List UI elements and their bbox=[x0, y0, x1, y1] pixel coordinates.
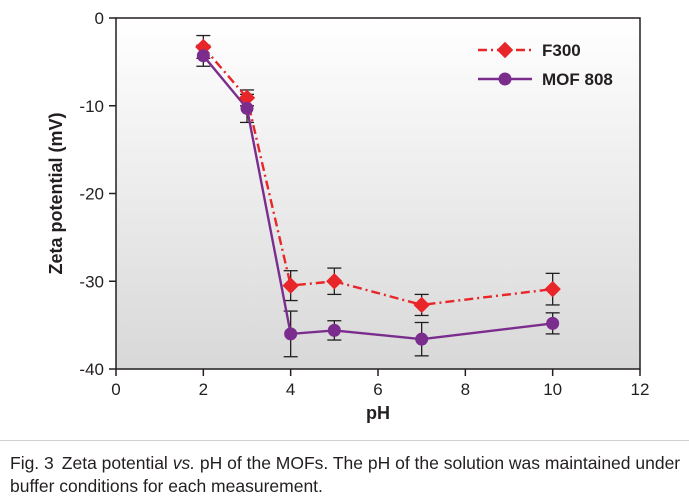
caption-text-end: pH of the MOFs. The pH of the solution w… bbox=[10, 453, 681, 496]
data-point-circle bbox=[498, 72, 512, 86]
caption-label: Fig. 3 bbox=[10, 453, 54, 473]
caption-text-italic: vs. bbox=[172, 453, 196, 473]
y-tick-label: -40 bbox=[79, 360, 104, 379]
x-tick-label: 12 bbox=[631, 380, 650, 399]
figure-caption: Fig. 3 Zeta potential vs. pH of the MOFs.… bbox=[10, 452, 685, 498]
x-tick-label: 0 bbox=[111, 380, 120, 399]
y-tick-label: 0 bbox=[95, 9, 104, 28]
data-point-circle bbox=[546, 316, 560, 330]
x-tick-label: 6 bbox=[373, 380, 382, 399]
data-point-diamond bbox=[413, 296, 430, 314]
data-point-circle bbox=[415, 332, 429, 346]
data-point-circle bbox=[284, 327, 298, 341]
data-point-diamond bbox=[326, 273, 343, 290]
x-tick-label: 10 bbox=[543, 380, 562, 399]
figure: 0 -10 -20 -30 -40 0 2 4 6 8 10 12 pH Zeta potential (… bbox=[46, 9, 650, 423]
x-axis-title: pH bbox=[366, 403, 390, 423]
data-point-circle bbox=[327, 323, 341, 337]
caption-text-start: Zeta potential bbox=[61, 453, 173, 473]
x-tick-label: 2 bbox=[199, 380, 208, 399]
caption-divider bbox=[0, 440, 689, 441]
legend-label: MOF 808 bbox=[542, 70, 613, 89]
legend-label: F300 bbox=[542, 41, 581, 60]
plot-area bbox=[116, 18, 640, 369]
data-point-circle bbox=[196, 49, 210, 63]
data-point-diamond bbox=[496, 41, 514, 59]
data-point-circle bbox=[240, 101, 254, 115]
series-line bbox=[202, 54, 553, 341]
y-tick-label: -10 bbox=[79, 97, 104, 116]
zeta-potential-chart: 0 -10 -20 -30 -40 0 2 4 6 8 10 12 pH Zeta potential (… bbox=[46, 9, 650, 423]
data-point-diamond bbox=[544, 280, 561, 298]
y-tick-label: -20 bbox=[79, 185, 104, 204]
y-axis-title: Zeta potential (mV) bbox=[46, 112, 66, 274]
x-tick-label: 8 bbox=[461, 380, 470, 399]
data-point-diamond bbox=[282, 277, 299, 294]
y-tick-label: -30 bbox=[79, 272, 104, 291]
x-tick-label: 4 bbox=[286, 380, 295, 399]
